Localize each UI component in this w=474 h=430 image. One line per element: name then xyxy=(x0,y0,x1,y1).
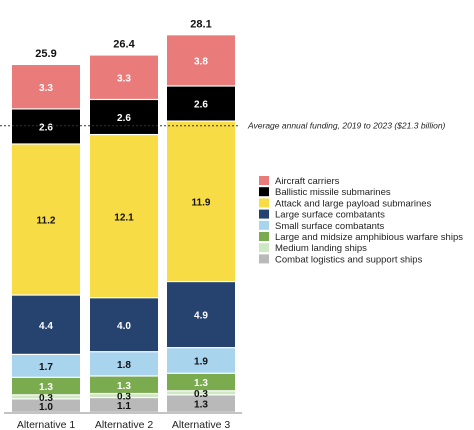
category-label: Alternative 3 xyxy=(172,419,231,430)
legend-label: Attack and large payload submarines xyxy=(275,198,432,209)
legend-label: Medium landing ships xyxy=(275,243,367,254)
segment-value-label: 11.9 xyxy=(192,197,211,208)
category-label: Alternative 2 xyxy=(95,419,154,430)
legend-swatch xyxy=(259,209,269,219)
segment-value-label: 4.0 xyxy=(117,321,131,332)
segment-value-label: 0.3 xyxy=(194,389,208,400)
segment-value-label: 2.6 xyxy=(194,100,208,111)
bar-segment xyxy=(167,395,235,412)
legend-swatch xyxy=(259,220,269,230)
segment-value-label: 3.8 xyxy=(194,56,208,67)
legend-swatch xyxy=(259,176,269,185)
legend-label: Large surface combatants xyxy=(275,210,385,221)
segment-value-label: 1.0 xyxy=(39,402,53,413)
legend-label: Aircraft carriers xyxy=(275,176,340,187)
bar-segment xyxy=(167,86,235,121)
legend-swatch xyxy=(259,254,269,264)
segment-value-label: 1.3 xyxy=(39,382,53,393)
segment-value-label: 2.6 xyxy=(39,123,53,134)
bar-segment xyxy=(90,398,158,412)
segment-value-label: 1.1 xyxy=(117,401,131,412)
legend-swatch xyxy=(259,187,269,197)
bar-segment xyxy=(12,377,80,395)
legend-swatch xyxy=(259,243,269,253)
segment-value-label: 3.3 xyxy=(117,73,131,84)
legend-swatch xyxy=(259,198,269,208)
segment-value-label: 12.1 xyxy=(114,212,134,223)
bar-segment xyxy=(12,144,80,295)
bar-segment xyxy=(167,35,235,86)
legend-swatch xyxy=(259,232,269,241)
bar-segment xyxy=(12,65,80,109)
bar-total-label: 25.9 xyxy=(35,48,56,60)
segment-value-label: 1.9 xyxy=(194,357,208,368)
segment-value-label: 2.6 xyxy=(117,113,131,124)
bar-segment xyxy=(167,348,235,373)
bar-segment xyxy=(90,135,158,298)
bar-segment xyxy=(12,395,80,399)
bar-segment xyxy=(90,100,158,134)
segment-value-label: 1.7 xyxy=(39,362,53,373)
bar-segment xyxy=(167,282,235,348)
bars: 1.00.31.31.74.411.22.63.325.9Alternative… xyxy=(12,18,235,430)
bar-segment xyxy=(90,352,158,376)
legend-label: Ballistic missile submarines xyxy=(275,187,391,198)
segment-value-label: 3.3 xyxy=(39,83,53,94)
reference-line-group: Average annual funding, 2019 to 2023 ($2… xyxy=(0,121,446,131)
bar-segment xyxy=(167,121,235,281)
segment-value-label: 4.9 xyxy=(194,311,208,322)
bar-segment xyxy=(12,399,80,412)
bar-segment xyxy=(90,298,158,352)
bar-segment xyxy=(12,355,80,377)
segment-value-label: 0.3 xyxy=(39,393,53,404)
segment-value-label: 11.2 xyxy=(37,216,56,227)
reference-line-label: Average annual funding, 2019 to 2023 ($2… xyxy=(247,121,446,131)
segment-value-label: 4.4 xyxy=(39,321,53,332)
segment-value-label: 1.3 xyxy=(117,381,131,392)
legend-label: Large and midsize amphibious warfare shi… xyxy=(275,232,463,243)
bar-segment xyxy=(90,394,158,397)
category-label: Alternative 1 xyxy=(17,419,76,430)
legend-label: Small surface combatants xyxy=(275,221,385,232)
bar-segment xyxy=(90,55,158,99)
segment-value-label: 1.8 xyxy=(117,360,131,371)
segment-value-label: 1.3 xyxy=(194,400,208,411)
bar-segment xyxy=(167,391,235,395)
bar-segment xyxy=(90,376,158,393)
bar-total-label: 26.4 xyxy=(113,39,135,51)
bar-segment xyxy=(167,373,235,391)
bar-segment xyxy=(12,109,80,144)
segment-value-label: 1.3 xyxy=(194,378,208,389)
bar-total-label: 28.1 xyxy=(190,18,211,30)
bar-segment xyxy=(12,295,80,354)
legend-label: Combat logistics and support ships xyxy=(275,254,423,265)
segment-value-label: 0.3 xyxy=(117,392,131,403)
